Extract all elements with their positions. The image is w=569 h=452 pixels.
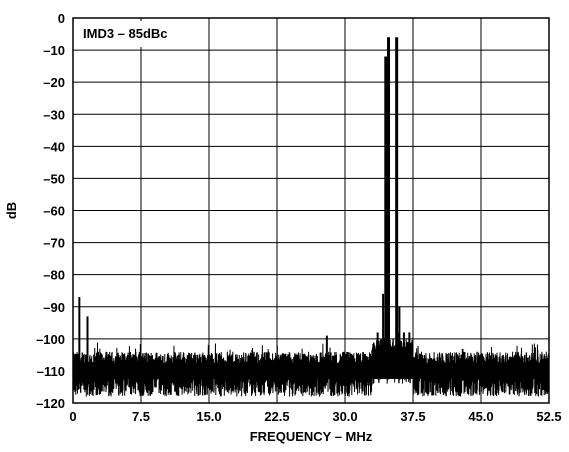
x-tick-labels: 0 7.5 15.0 22.5 30.0 37.5 45.0 52.5 — [69, 409, 561, 424]
y-tick-label-1: –10 — [43, 43, 65, 58]
plot-border — [72, 17, 550, 404]
y-tick-label-2: –20 — [43, 75, 65, 90]
y-tick-label-6: –60 — [43, 204, 65, 219]
x-tick-label-7: 52.5 — [536, 409, 561, 424]
y-tick-label-3: –30 — [43, 107, 65, 122]
y-tick-label-7: –70 — [43, 236, 65, 251]
y-tick-label-8: –80 — [43, 268, 65, 283]
y-axis-title: dB — [4, 202, 19, 219]
x-tick-label-4: 30.0 — [332, 409, 357, 424]
grid-lines — [73, 18, 549, 403]
y-tick-label-0: 0 — [58, 11, 65, 26]
x-tick-label-6: 45.0 — [468, 409, 493, 424]
spectrum-trace — [72, 37, 550, 397]
annotation-box — [76, 21, 198, 47]
x-tick-label-1: 7.5 — [132, 409, 150, 424]
y-tick-labels: 0 –10 –20 –30 –40 –50 –60 –70 –80 –90 –100 –110 –120 — [36, 11, 65, 411]
y-tick-label-5: –50 — [43, 171, 65, 186]
y-tick-label-10: –100 — [36, 332, 65, 347]
annotation-label: IMD3 – 85dBc — [83, 26, 168, 41]
noise-floor-band — [73, 362, 549, 379]
x-tick-label-3: 22.5 — [264, 409, 289, 424]
plot-frame — [72, 17, 550, 404]
y-tick-label-9: –90 — [43, 300, 65, 315]
x-tick-label-2: 15.0 — [196, 409, 221, 424]
x-tick-label-5: 37.5 — [400, 409, 425, 424]
y-tick-label-4: –40 — [43, 139, 65, 154]
y-tick-label-12: –120 — [36, 396, 65, 411]
x-axis-title: FREQUENCY – MHz — [250, 429, 373, 444]
y-tick-label-11: –110 — [37, 364, 65, 379]
x-tick-label-0: 0 — [69, 409, 76, 424]
